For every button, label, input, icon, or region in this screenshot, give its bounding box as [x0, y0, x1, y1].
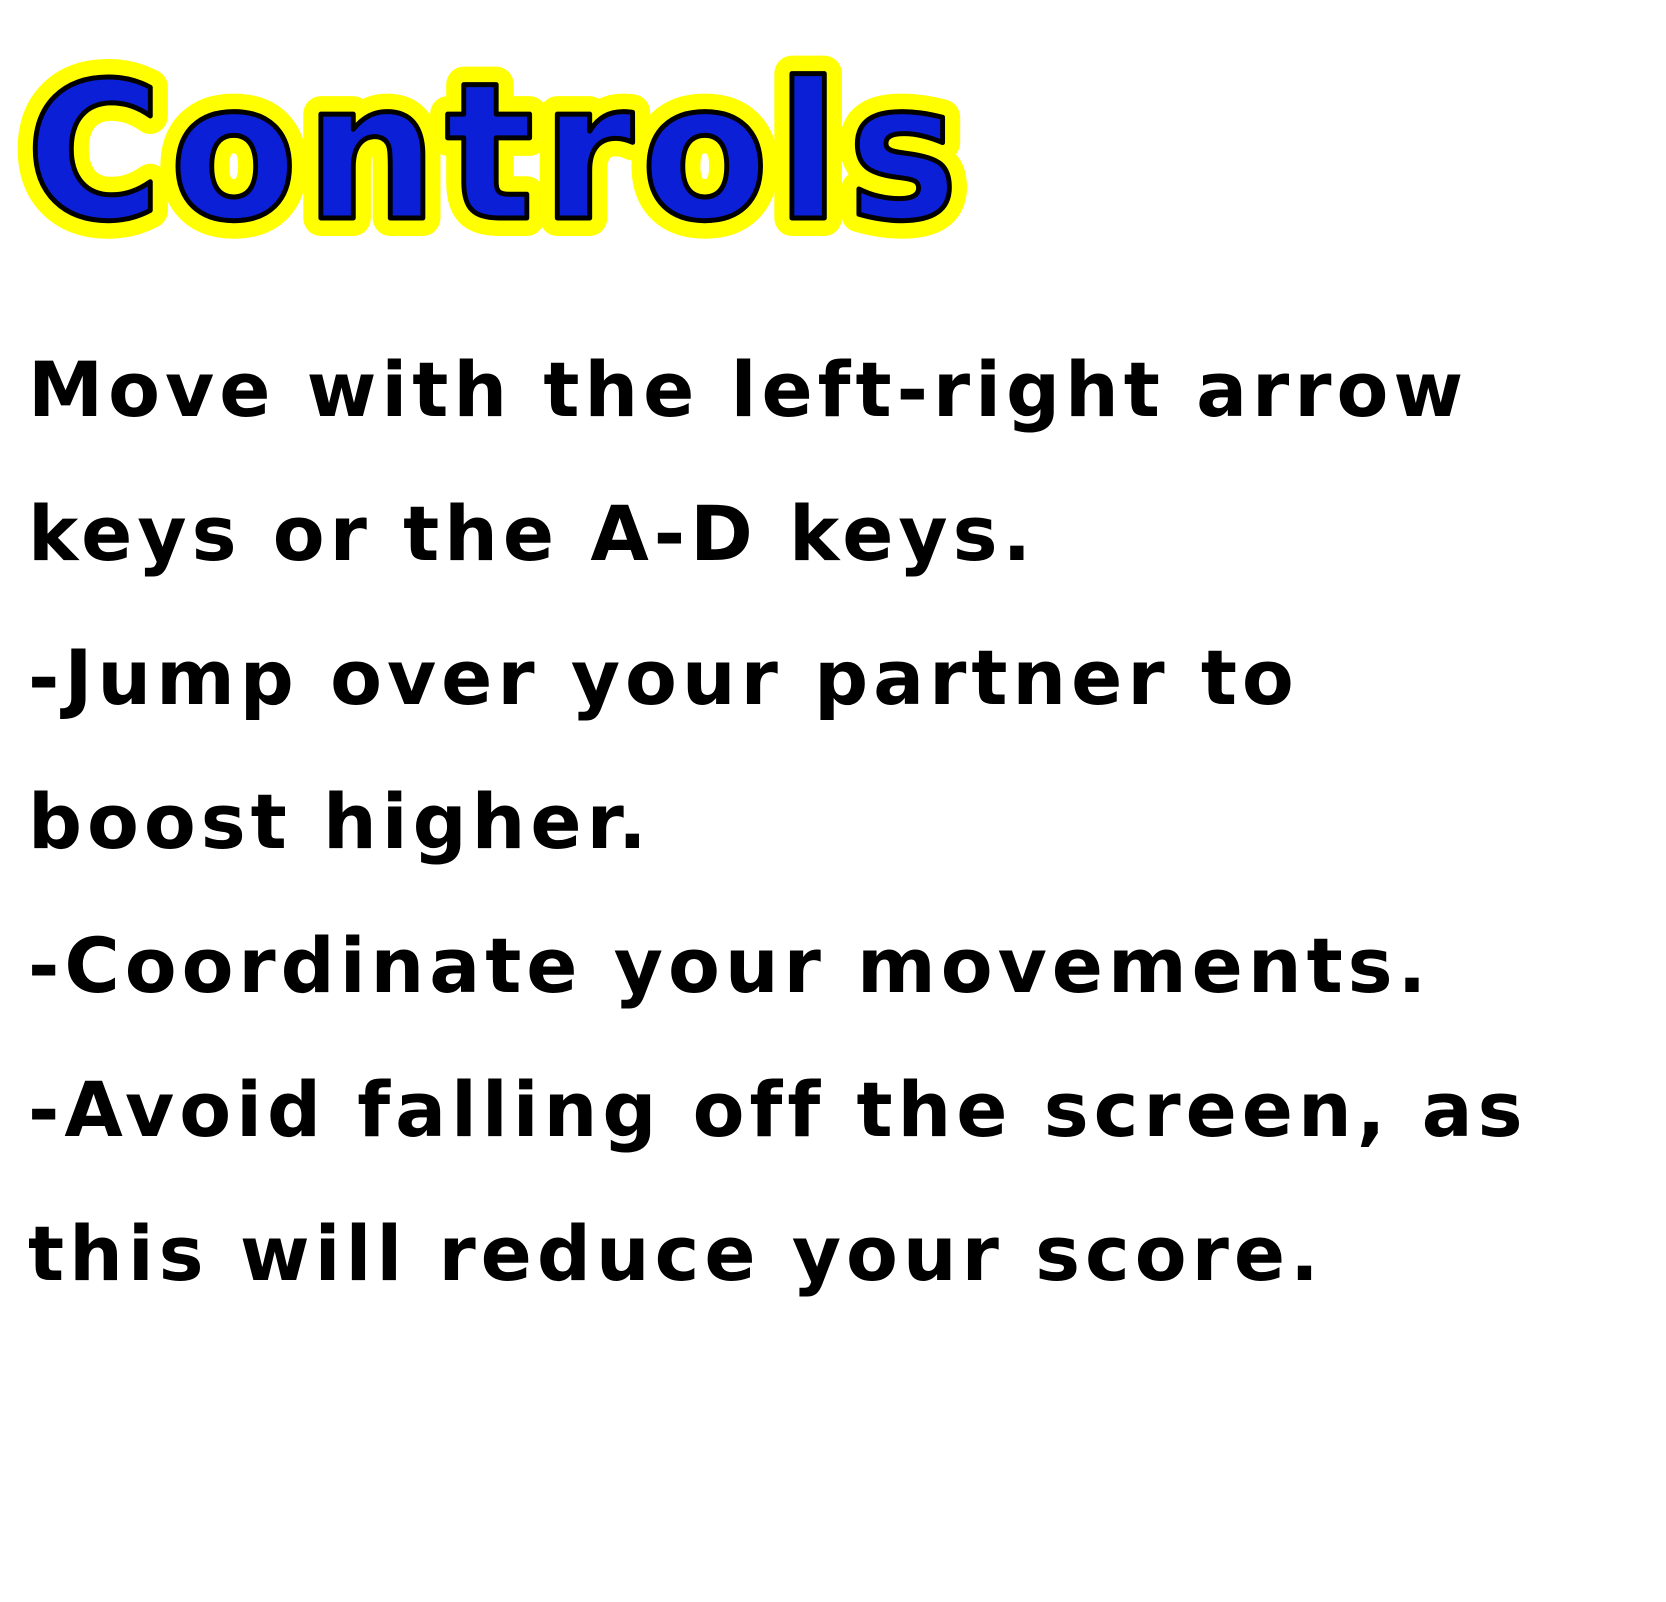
instruction-line: -Coordinate your movements.	[28, 921, 1432, 1010]
instruction-line: Move with the left-right arrow	[28, 345, 1469, 434]
title-outline: Controls	[26, 48, 966, 263]
controls-title: Controls Controls	[8, 48, 1008, 268]
instruction-line: -Avoid falling off the screen, as	[28, 1065, 1528, 1154]
instruction-line: this will reduce your score.	[28, 1209, 1324, 1298]
instruction-line: -Jump over your partner to	[28, 633, 1299, 722]
instruction-line: boost higher.	[28, 777, 652, 866]
instruction-line: keys or the A-D keys.	[28, 489, 1037, 578]
instructions-list: Move with the left-right arrow keys or t…	[28, 318, 1648, 1326]
controls-title-svg: Controls Controls	[8, 48, 976, 268]
title-fill: Controls	[26, 48, 966, 263]
